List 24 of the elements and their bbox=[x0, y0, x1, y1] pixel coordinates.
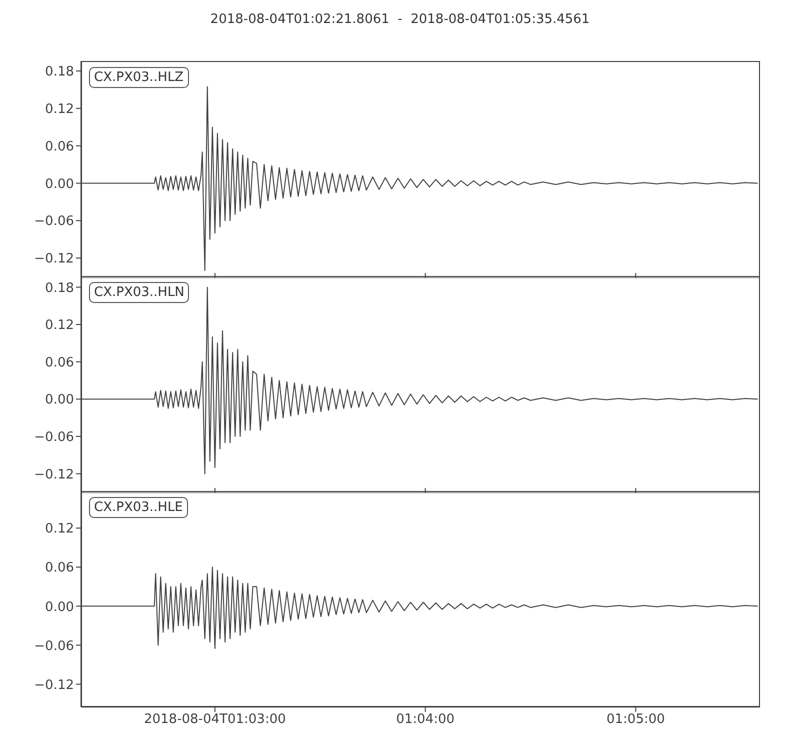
y-tick-label: 0.18 bbox=[45, 64, 74, 80]
y-tick-label: −0.12 bbox=[34, 252, 74, 267]
x-tick-label: 2018-08-04T01:03:00 bbox=[144, 712, 286, 728]
y-tick-label: 0.12 bbox=[45, 102, 74, 118]
y-tick-label: 0.00 bbox=[45, 176, 74, 192]
annotation: CX.PX03..HLE bbox=[89, 497, 188, 518]
annotation: CX.PX03..HLN bbox=[89, 282, 190, 303]
y-tick-label: −0.06 bbox=[34, 430, 74, 446]
x-tick-label: 01:05:00 bbox=[606, 712, 665, 728]
y-tick-label: 0.12 bbox=[45, 318, 74, 334]
chart-title: 2018-08-04T01:02:21.8061 - 2018-08-04T01:05:35.4561 bbox=[210, 12, 590, 27]
y-tick-label: 0.06 bbox=[45, 355, 74, 370]
y-tick-label: −0.06 bbox=[34, 214, 74, 230]
y-tick-label: −0.12 bbox=[34, 467, 74, 482]
y-tick-label: −0.06 bbox=[34, 638, 74, 654]
y-tick-label: 0.12 bbox=[45, 522, 74, 537]
y-tick-label: 0.06 bbox=[45, 139, 74, 154]
y-tick-label: 0.18 bbox=[45, 280, 74, 296]
y-tick-label: 0.06 bbox=[45, 560, 74, 576]
y-tick-label: 0.00 bbox=[45, 392, 74, 408]
x-tick-label: 01:04:00 bbox=[396, 712, 455, 728]
y-tick-label: −0.12 bbox=[34, 678, 74, 693]
y-tick-label: 0.00 bbox=[45, 600, 74, 615]
annotation: CX.PX03..HLZ bbox=[89, 67, 189, 88]
